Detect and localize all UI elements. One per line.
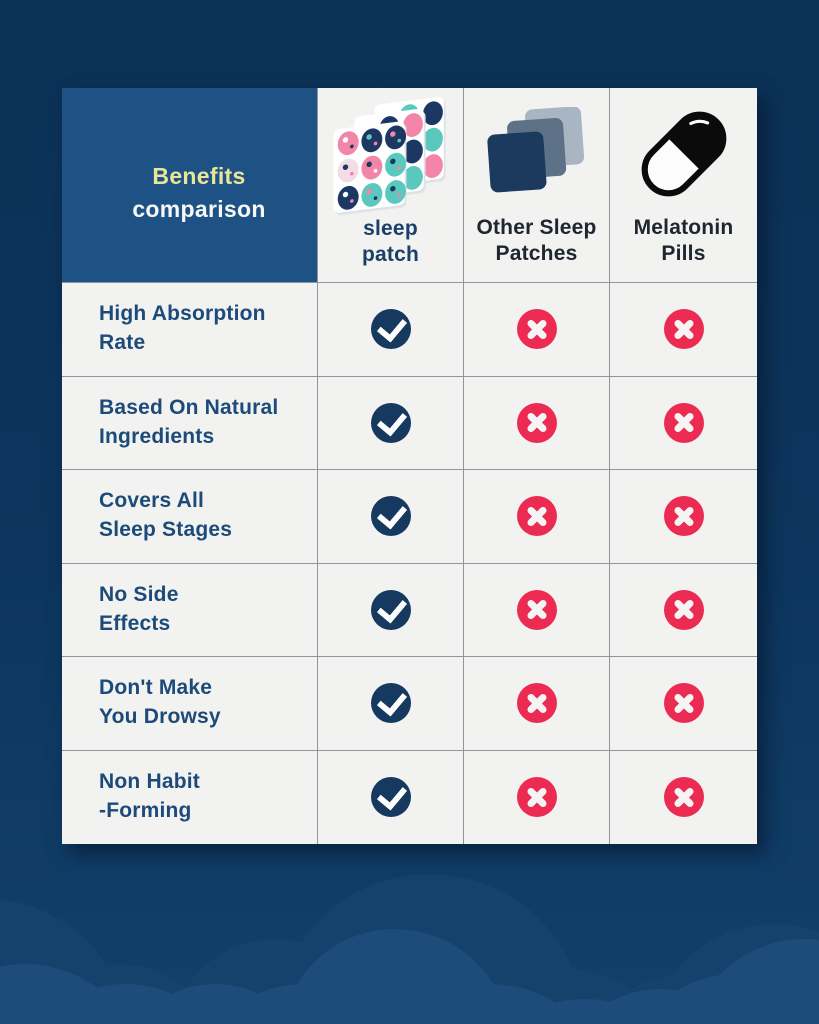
table-title-cell: Benefits comparison — [62, 88, 318, 283]
check-icon — [370, 496, 411, 537]
column-label-line: Patches — [495, 241, 578, 265]
column-header-other-sleep-patches: Other Sleep Patches — [464, 88, 610, 283]
column-label-line: Pills — [661, 241, 706, 265]
cross-icon — [663, 777, 704, 818]
check-icon — [370, 309, 411, 350]
cross-icon — [663, 402, 704, 443]
column-label-line: Melatonin — [633, 215, 734, 239]
sleep-patch-sheets-icon — [329, 88, 453, 216]
clouds-front-layer — [0, 929, 819, 1024]
row-label-high-absorption-rate: High Absorption Rate — [62, 283, 318, 377]
stacked-squares-icon — [479, 88, 595, 215]
column-label-line: Other Sleep — [476, 215, 597, 239]
row-label-line: Non Habit — [99, 770, 200, 794]
row-label-line: You Drowsy — [99, 705, 221, 729]
column-label-sleep-patch: sleep patch — [362, 216, 419, 269]
check-icon — [370, 683, 411, 724]
column-header-melatonin-pills: Melatonin Pills — [610, 88, 757, 283]
title-line-benefits: Benefits — [152, 162, 246, 189]
table-cell — [610, 283, 757, 377]
column-label-line: patch — [361, 243, 419, 267]
row-label-covers-all-sleep-stages: Covers All Sleep Stages — [62, 470, 318, 564]
row-label-based-on-natural-ingredients: Based On Natural Ingredients — [62, 376, 318, 470]
row-label-dont-make-you-drowsy: Don't Make You Drowsy — [62, 657, 318, 751]
row-label-line: No Side — [99, 582, 179, 606]
table-cell — [318, 283, 464, 377]
cross-icon — [663, 589, 704, 630]
cross-icon — [663, 496, 704, 537]
cross-icon — [516, 496, 557, 537]
table-cell — [318, 563, 464, 657]
cross-icon — [516, 589, 557, 630]
title-line-comparison: comparison — [132, 195, 266, 222]
cross-icon — [516, 683, 557, 724]
table-cell — [610, 377, 757, 470]
table-cell — [464, 563, 610, 657]
row-label-line: Covers All — [99, 489, 205, 513]
table-cell — [610, 751, 757, 845]
row-label-line: -Forming — [99, 799, 192, 823]
cross-icon — [516, 777, 557, 818]
row-label-line: Based On Natural — [99, 395, 279, 419]
column-label-other-sleep-patches: Other Sleep Patches — [476, 215, 596, 268]
table-cell — [464, 283, 610, 377]
column-label-line: sleep — [363, 217, 418, 240]
table-cell — [464, 470, 610, 564]
row-label-line: Ingredients — [99, 424, 215, 448]
table-cell — [464, 750, 610, 844]
column-label-melatonin-pills: Melatonin Pills — [634, 215, 734, 268]
row-label-no-side-effects: No Side Effects — [62, 563, 318, 657]
table-cell — [610, 564, 757, 657]
row-label-line: Don't Make — [99, 676, 213, 700]
row-label-line: Rate — [99, 331, 146, 355]
capsule-icon — [633, 88, 735, 215]
table-cell — [610, 657, 757, 751]
column-header-sleep-patch: sleep patch — [318, 88, 464, 283]
cross-icon — [663, 683, 704, 724]
row-label-non-habit-forming: Non Habit -Forming — [62, 750, 318, 844]
table-cell — [610, 470, 757, 564]
table-cell — [318, 750, 464, 844]
row-label-line: High Absorption — [99, 302, 266, 326]
check-icon — [370, 589, 411, 630]
table-cell — [318, 657, 464, 751]
check-icon — [370, 402, 411, 443]
row-label-line: Sleep Stages — [99, 518, 233, 542]
clouds-silhouette — [0, 874, 819, 1024]
table-cell — [318, 376, 464, 470]
benefits-comparison-table: Benefits comparison — [62, 88, 757, 844]
cross-icon — [663, 309, 704, 350]
table-cell — [318, 470, 464, 564]
cross-icon — [516, 309, 557, 350]
table-cell — [464, 657, 610, 751]
check-icon — [370, 777, 411, 818]
table-cell — [464, 376, 610, 470]
row-label-line: Effects — [99, 611, 171, 635]
cross-icon — [516, 402, 557, 443]
